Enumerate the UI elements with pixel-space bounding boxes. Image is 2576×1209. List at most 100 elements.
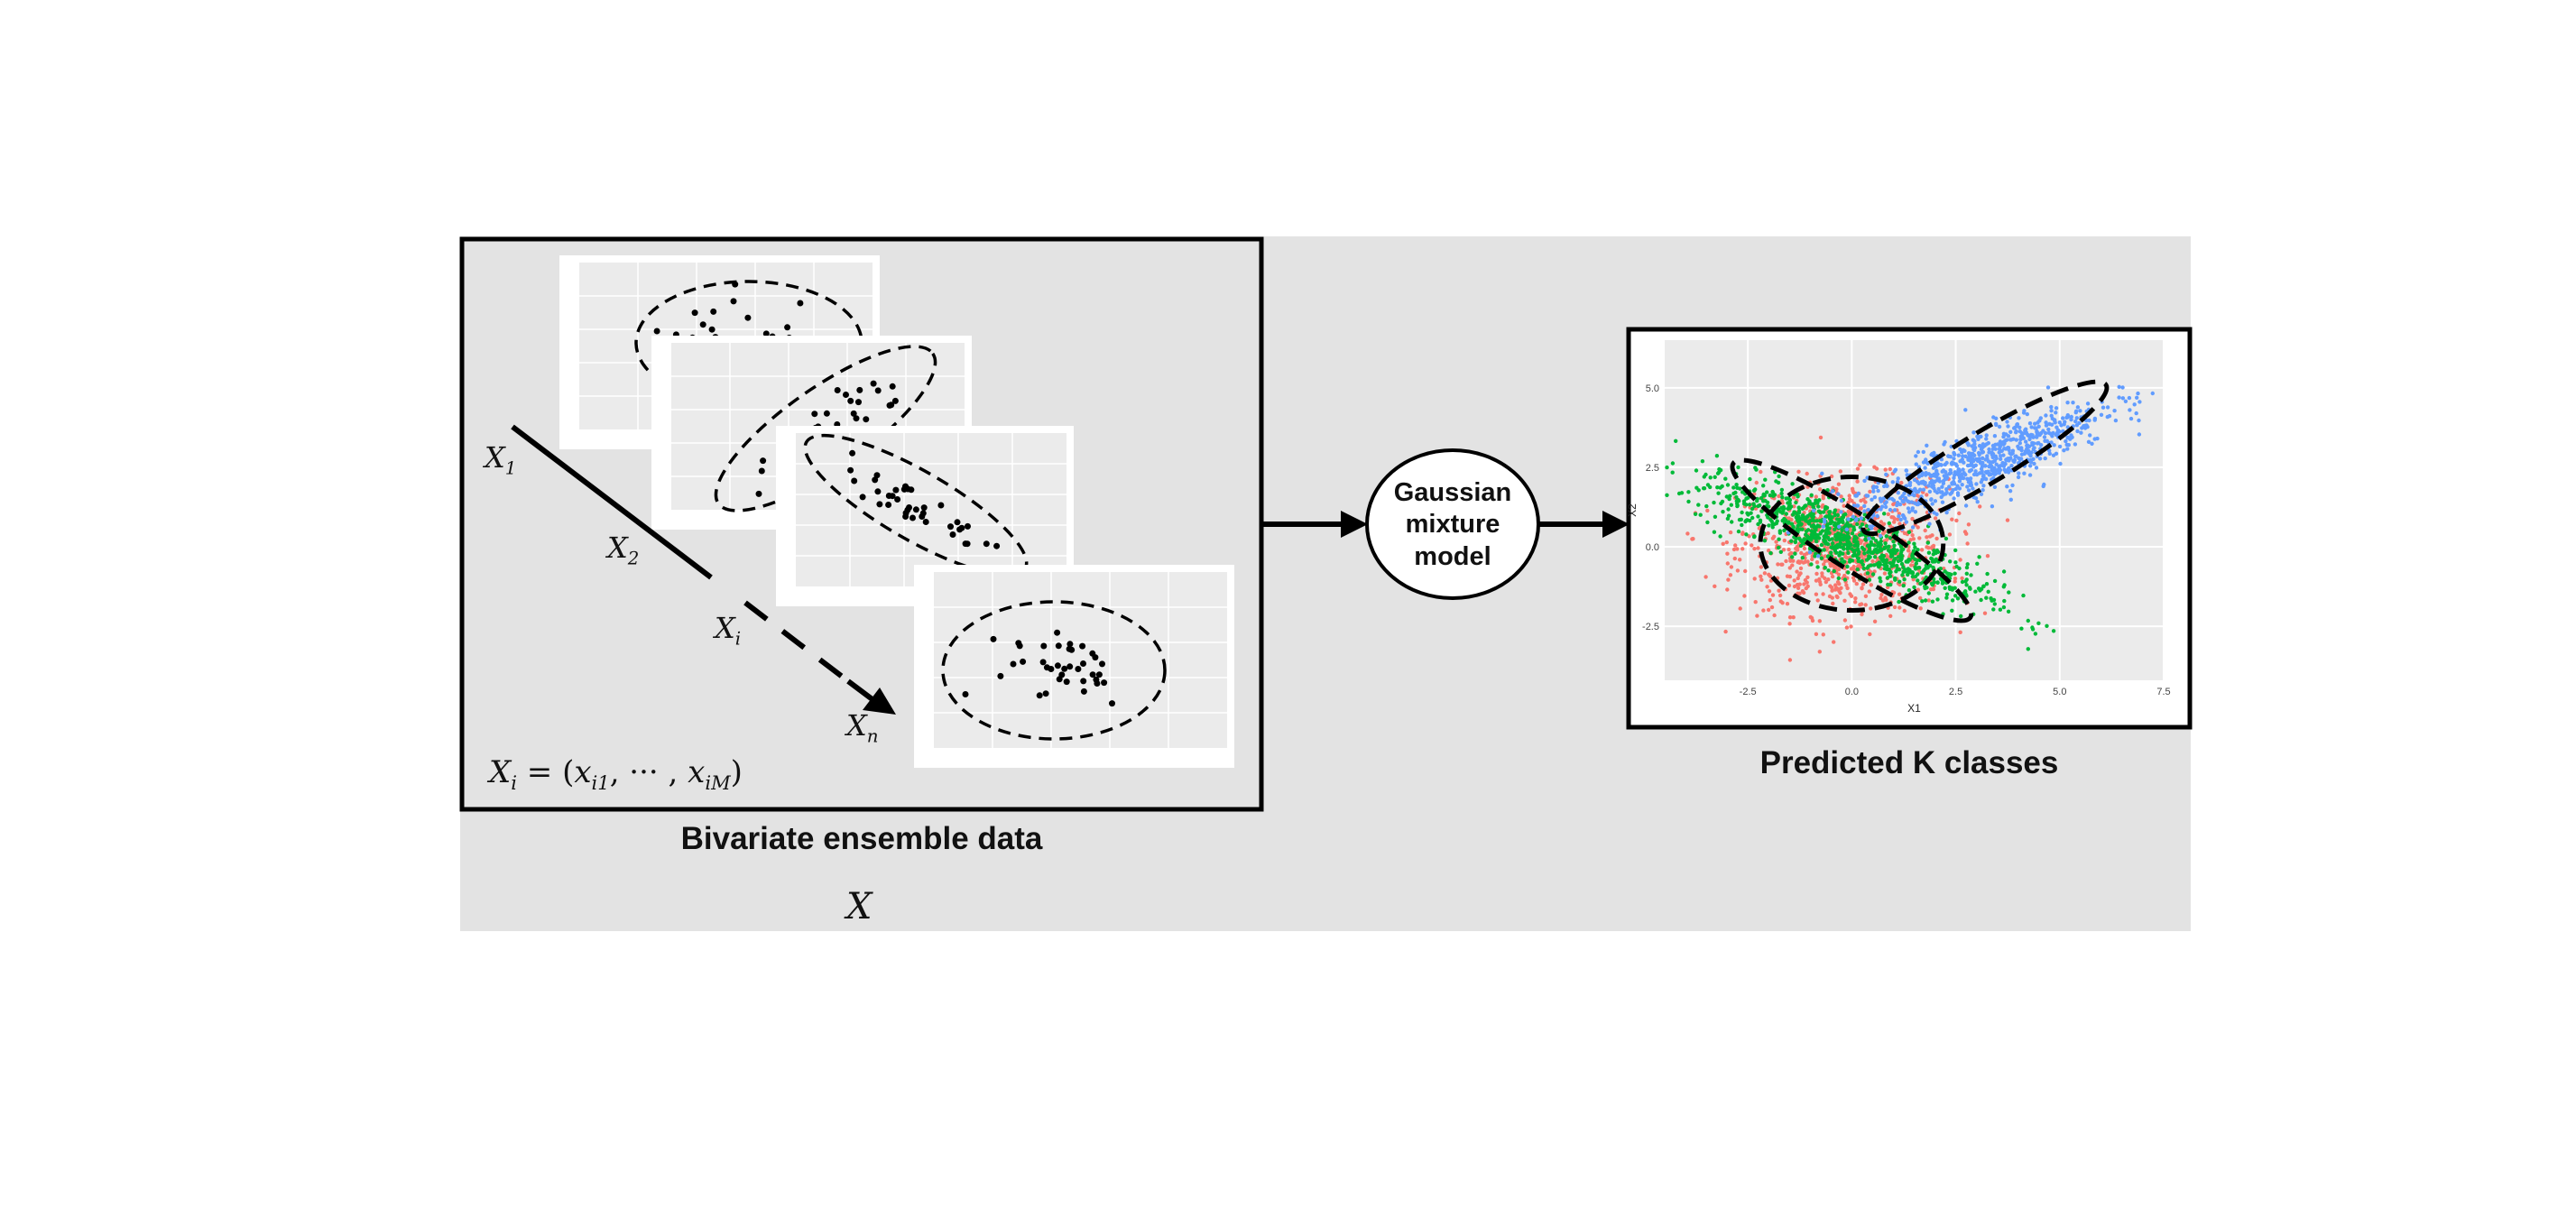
cluster-green-point xyxy=(1763,477,1768,482)
cluster-blue-point xyxy=(1853,518,1859,522)
cluster-blue-point xyxy=(2117,384,2121,389)
cluster-red-point xyxy=(1733,543,1738,548)
cluster-blue-point xyxy=(2073,419,2078,424)
cluster-red-point xyxy=(1874,466,1879,471)
cluster-red-point xyxy=(1787,516,1791,521)
cluster-red-point xyxy=(1767,572,1771,577)
cluster-green-point xyxy=(1899,553,1905,558)
cluster-green-point xyxy=(1973,589,1978,594)
cluster-green-point xyxy=(2045,623,2049,628)
cluster-red-point xyxy=(1869,606,1873,611)
ensemble-point xyxy=(1101,679,1108,687)
ensemble-point xyxy=(902,513,909,520)
ensemble-point xyxy=(909,514,916,521)
cluster-red-point xyxy=(1762,571,1768,576)
cluster-red-point xyxy=(1886,512,1890,517)
cluster-green-point xyxy=(1881,558,1886,564)
cluster-red-point xyxy=(1925,535,1929,540)
cluster-blue-point xyxy=(1973,496,1979,501)
cluster-green-point xyxy=(1752,534,1757,539)
cluster-blue-point xyxy=(1913,486,1917,491)
cluster-red-point xyxy=(1863,603,1868,607)
cluster-green-point xyxy=(1944,592,1950,596)
cluster-red-point xyxy=(1885,554,1889,559)
cluster-green-point xyxy=(1777,529,1783,533)
cluster-green-point xyxy=(1991,597,1997,603)
cluster-green-point xyxy=(1865,543,1870,549)
cluster-blue-point xyxy=(1929,474,1934,478)
cluster-blue-point xyxy=(1919,481,1924,485)
cluster-blue-point xyxy=(1984,433,1989,438)
cluster-blue-point xyxy=(1971,465,1976,469)
cluster-green-point xyxy=(1907,540,1911,545)
cluster-blue-point xyxy=(2017,457,2022,462)
cluster-green-point xyxy=(1869,550,1874,555)
x-tick-label: 2.5 xyxy=(1949,687,1962,697)
cluster-blue-point xyxy=(1992,485,1998,489)
cluster-blue-point xyxy=(1998,439,2003,444)
cluster-green-point xyxy=(1708,475,1713,480)
cluster-green-point xyxy=(1726,507,1731,512)
cluster-blue-point xyxy=(1974,482,1979,486)
cluster-green-point xyxy=(1813,536,1817,540)
ensemble-point xyxy=(922,519,929,525)
cluster-red-point xyxy=(1873,526,1878,531)
cluster-green-point xyxy=(1891,540,1896,544)
cluster-red-point xyxy=(1855,479,1860,484)
cluster-blue-point xyxy=(2045,385,2051,390)
cluster-blue-point xyxy=(2128,416,2134,421)
cluster-red-point xyxy=(1958,630,1962,634)
cluster-green-point xyxy=(1868,555,1872,559)
cluster-blue-point xyxy=(2031,457,2036,461)
cluster-red-point xyxy=(1960,576,1964,581)
cluster-red-point xyxy=(1802,546,1807,551)
cluster-green-point xyxy=(1770,490,1776,494)
cluster-green-point xyxy=(1899,549,1904,554)
cluster-blue-point xyxy=(1815,554,1821,558)
cluster-green-point xyxy=(1796,519,1800,523)
cluster-green-point xyxy=(1780,518,1785,523)
cluster-blue-point xyxy=(1909,500,1914,504)
cluster-green-point xyxy=(1913,545,1917,549)
cluster-red-point xyxy=(1765,585,1769,589)
cluster-blue-point xyxy=(2049,404,2054,410)
cluster-green-point xyxy=(1902,577,1907,582)
cluster-red-point xyxy=(1728,530,1733,535)
cluster-blue-point xyxy=(2047,421,2052,427)
cluster-red-point xyxy=(1814,592,1819,596)
input-panel-caption: Bivariate ensemble data xyxy=(680,821,1043,856)
cluster-green-point xyxy=(1779,505,1784,510)
cluster-blue-point xyxy=(1965,485,1970,489)
cluster-red-point xyxy=(1902,531,1907,536)
cluster-green-point xyxy=(1734,499,1740,503)
label-xn: Xn xyxy=(846,708,879,747)
cluster-blue-point xyxy=(1930,502,1934,506)
cluster-green-point xyxy=(2007,590,2011,595)
ensemble-point xyxy=(1058,671,1066,678)
cluster-green-point xyxy=(1799,521,1804,526)
cluster-red-point xyxy=(1934,536,1939,541)
cluster-green-point xyxy=(1770,521,1775,527)
cluster-blue-point xyxy=(2066,443,2071,448)
cluster-red-point xyxy=(1850,499,1854,503)
cluster-red-point xyxy=(1754,480,1759,485)
cluster-green-point xyxy=(1895,563,1899,568)
cluster-blue-point xyxy=(1883,501,1888,506)
cluster-green-point xyxy=(1768,550,1773,556)
cluster-green-point xyxy=(1894,531,1898,535)
cluster-red-point xyxy=(1796,559,1800,565)
cluster-blue-point xyxy=(1929,497,1934,502)
cluster-blue-point xyxy=(2016,444,2020,448)
cluster-blue-point xyxy=(2135,395,2139,400)
cluster-blue-point xyxy=(2057,444,2063,449)
definition-formula: Xi = (xi1, ··· , xiM) xyxy=(489,754,743,794)
ensemble-point xyxy=(888,401,895,409)
cluster-blue-point xyxy=(1976,457,1980,462)
cluster-blue-point xyxy=(1892,469,1897,474)
cluster-blue-point xyxy=(1944,470,1948,475)
cluster-blue-point xyxy=(2078,409,2082,413)
cluster-blue-point xyxy=(1862,509,1867,513)
cluster-green-point xyxy=(1796,505,1801,510)
cluster-red-point xyxy=(1902,608,1907,614)
cluster-green-point xyxy=(1992,578,1998,584)
